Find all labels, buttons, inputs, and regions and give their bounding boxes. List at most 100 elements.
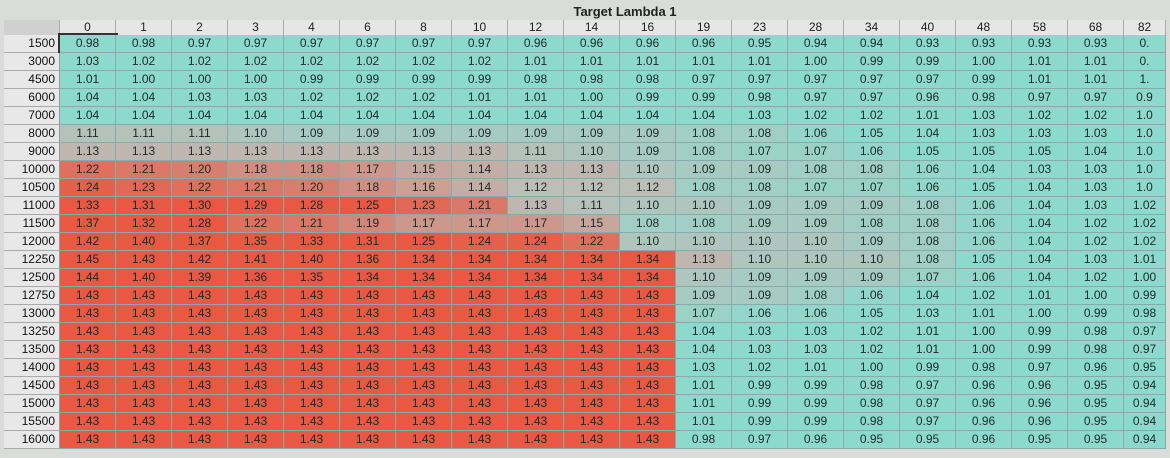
cell: 1.04 [60,107,116,125]
cell: 0.93 [900,35,956,53]
cell: 1.08 [676,143,732,161]
cell: 1.43 [508,323,564,341]
cell: 1.02 [844,341,900,359]
cell: 1.43 [60,431,116,449]
cell: 1.20 [172,161,228,179]
column-header: 8 [396,20,452,35]
cell: 1.0 [1124,107,1166,125]
cell: 1.01 [1012,287,1068,305]
cell: 1.02 [172,53,228,71]
cell: 0.96 [1012,413,1068,431]
cell: 1.13 [676,251,732,269]
cell: 0.98 [1068,323,1124,341]
cell: 1.10 [676,269,732,287]
cell: 1.04 [116,107,172,125]
cell: 0.98 [564,71,620,89]
table-title: Target Lambda 1 [573,4,677,19]
cell: 1.12 [620,179,676,197]
column-header: 10 [452,20,508,35]
cell: 1.43 [564,359,620,377]
column-header: 1 [116,20,172,35]
cell: 1.09 [732,161,788,179]
cell: 1.00 [844,359,900,377]
cell: 1.02 [844,323,900,341]
cell: 0.95 [1068,377,1124,395]
cell: 1.43 [620,359,676,377]
cell: 1.02 [1124,233,1166,251]
cell: 0.96 [676,35,732,53]
cell: 1.43 [396,359,452,377]
cell: 1.43 [340,323,396,341]
cell: 1.00 [788,53,844,71]
cell: 0.93 [1068,35,1124,53]
cell: 1.10 [620,197,676,215]
cell: 1.06 [788,305,844,323]
column-header: 19 [676,20,732,35]
cell: 1.04 [340,107,396,125]
cell: 0.99 [900,359,956,377]
cell: 1.13 [116,143,172,161]
cell: 1.34 [396,269,452,287]
cell: 1.43 [116,323,172,341]
cell: 0.97 [1124,323,1166,341]
cell: 1.43 [172,359,228,377]
cell: 1.43 [396,431,452,449]
cell: 1.11 [508,143,564,161]
cell: 1.43 [452,377,508,395]
column-header: 34 [844,20,900,35]
row-header: 14500 [4,377,60,395]
cell: 1.06 [956,197,1012,215]
cell: 1.37 [172,233,228,251]
cell: 1.08 [900,215,956,233]
cell: 1.43 [116,359,172,377]
cell: 1.35 [284,269,340,287]
cell: 0.94 [1124,395,1166,413]
cell: 1.04 [1012,233,1068,251]
cell: 1.18 [284,161,340,179]
cell: 1.10 [564,143,620,161]
cell: 1.34 [564,251,620,269]
cell: 0.97 [732,71,788,89]
cell: 1.02 [396,89,452,107]
cell: 1.03 [1068,197,1124,215]
cell: 1.06 [900,179,956,197]
cell: 1.00 [228,71,284,89]
cell: 1.00 [956,53,1012,71]
row-header: 7000 [4,107,60,125]
cell: 1.04 [228,107,284,125]
cell: 1.01 [676,377,732,395]
cell: 1.43 [172,413,228,431]
cell: 0. [1124,35,1166,53]
cell: 1.04 [1012,197,1068,215]
cell: 1.43 [620,395,676,413]
cell: 1.12 [564,179,620,197]
cell: 1.11 [564,197,620,215]
cell: 0.96 [900,89,956,107]
cell: 1.09 [620,125,676,143]
cell: 1.00 [1068,287,1124,305]
row-header: 12750 [4,287,60,305]
cell: 1.13 [172,143,228,161]
cell: 0.97 [452,35,508,53]
cell: 1.13 [508,161,564,179]
row-header: 15000 [4,395,60,413]
column-header: 0 [60,20,116,35]
cell: 0.93 [956,35,1012,53]
cell: 1.43 [508,413,564,431]
cell: 1.22 [172,179,228,197]
cell: 1.43 [284,287,340,305]
cell: 1.03 [1068,251,1124,269]
cell: 0.99 [900,53,956,71]
cell: 1.43 [60,323,116,341]
cell: 1.34 [508,251,564,269]
cell: 1.43 [396,377,452,395]
cell: 1.43 [340,305,396,323]
cell: 1.43 [284,431,340,449]
cell: 1.13 [228,143,284,161]
cell: 1.08 [788,161,844,179]
row-header: 9000 [4,143,60,161]
cell: 1. [1124,71,1166,89]
cell: 1.43 [60,305,116,323]
row-header: 13250 [4,323,60,341]
